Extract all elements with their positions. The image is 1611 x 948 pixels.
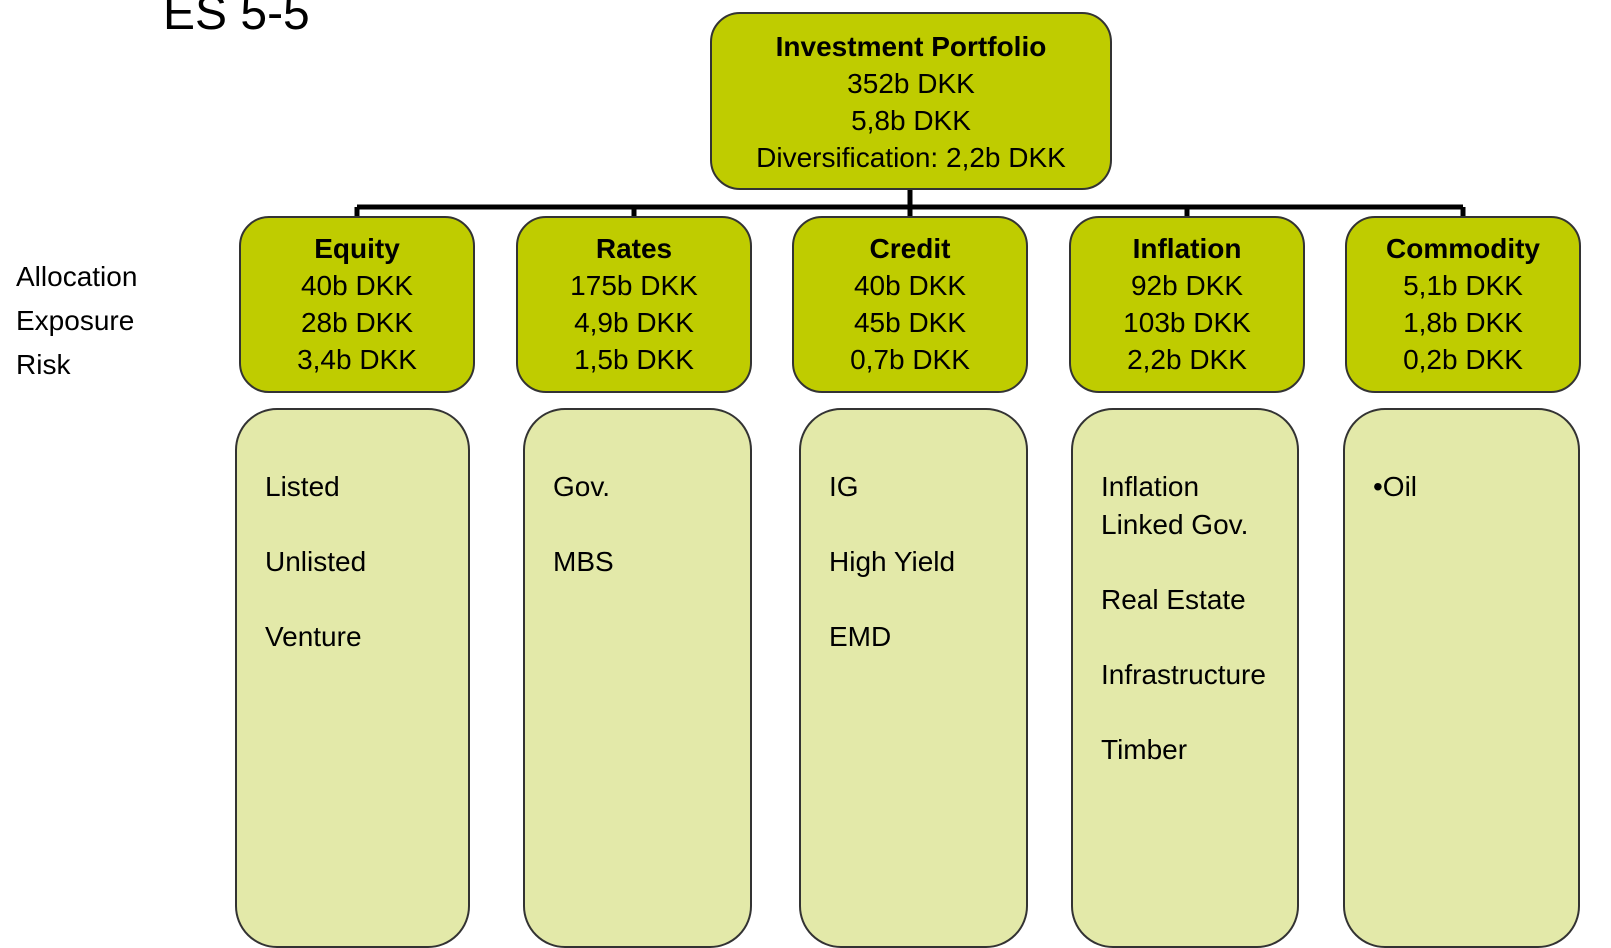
category-line: 4,9b DKK (574, 307, 694, 338)
item: •Oil (1373, 471, 1418, 502)
category-label: Rates (595, 233, 673, 264)
root-line: Diversification: 2,2b DKK (756, 142, 1066, 173)
root-label: Investment Portfolio (775, 31, 1047, 62)
category-line: 103b DKK (1123, 307, 1251, 338)
page: ES 5-5 Investment Portfolio 352b DKK 5,8b … (16, 0, 1581, 948)
slide-title: ES 5-5 (163, 0, 310, 40)
item: EMD (829, 621, 892, 652)
category-node: Equity 40b DKK 28b DKK 3,4b DKK (239, 216, 475, 393)
category-label: Inflation (1132, 233, 1242, 264)
item: Infrastructure (1101, 659, 1266, 690)
item: Timber (1101, 734, 1188, 765)
connectors (354, 190, 1466, 217)
category-node: Commodity 5,1b DKK 1,8b DKK 0,2b DKK (1345, 216, 1581, 393)
category-line: 175b DKK (570, 270, 698, 301)
category-line: 40b DKK (300, 270, 414, 301)
item-box: Inflation Linked Gov. Real Estate Infrastr… (1071, 408, 1299, 948)
item-box: •Oil (1343, 408, 1580, 948)
item: IG (829, 471, 859, 502)
category-line: 2,2b DKK (1127, 344, 1247, 375)
item: Gov. (553, 471, 611, 502)
category-line: 92b DKK (1130, 270, 1244, 301)
item: MBS (553, 546, 614, 577)
item: Unlisted (265, 546, 367, 577)
item-box: Gov. MBS (523, 408, 752, 948)
category-node: Rates 175b DKK 4,9b DKK 1,5b DKK (516, 216, 752, 393)
item: High Yield (829, 546, 956, 577)
category-line: 28b DKK (300, 307, 414, 338)
category-line: 45b DKK (853, 307, 967, 338)
category-line: 0,2b DKK (1403, 344, 1523, 375)
item-box: Listed Unlisted Venture (235, 408, 470, 948)
category-line: 1,8b DKK (1403, 307, 1523, 338)
category-line: 40b DKK (853, 270, 967, 301)
root-node: Investment Portfolio 352b DKK 5,8b DKK Dive… (710, 12, 1112, 190)
item: Listed (265, 471, 340, 502)
category-node: Credit 40b DKK 45b DKK 0,7b DKK (792, 216, 1028, 393)
row-label: Exposure (16, 305, 135, 336)
row-label: Risk (16, 349, 71, 380)
category-line: 3,4b DKK (297, 344, 417, 375)
category-line: 0,7b DKK (850, 344, 970, 375)
item: Inflation Linked Gov. (1101, 471, 1249, 540)
root-line: 5,8b DKK (851, 105, 971, 136)
item: Real Estate (1101, 584, 1246, 615)
category-label: Commodity (1386, 233, 1540, 264)
item-box: IG High Yield EMD (799, 408, 1028, 948)
category-line: 5,1b DKK (1403, 270, 1523, 301)
category-line: 1,5b DKK (574, 344, 694, 375)
category-label: Equity (314, 233, 400, 264)
root-line: 352b DKK (847, 68, 975, 99)
row-label: Allocation (16, 261, 138, 292)
item: Venture (265, 621, 362, 652)
category-node: Inflation 92b DKK 103b DKK 2,2b DKK (1069, 216, 1305, 393)
category-label: Credit (869, 233, 951, 264)
